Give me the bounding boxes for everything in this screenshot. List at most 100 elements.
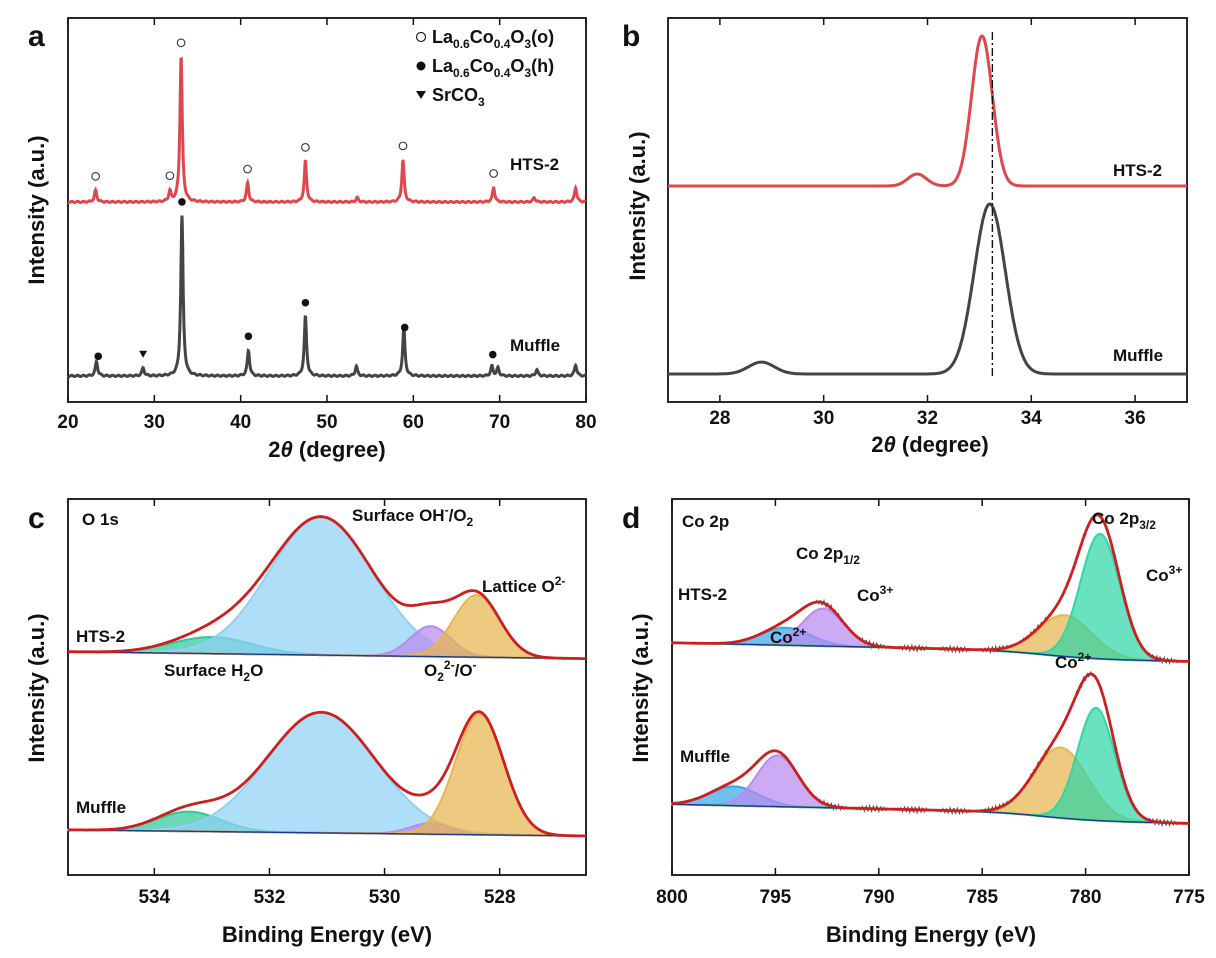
x-tick-label: 28 [709, 408, 730, 429]
legend-entry-orthorhombic: La0.6Co0.4O3(o) [415, 27, 554, 51]
legend-label-o: La0.6Co0.4O3(o) [432, 27, 554, 51]
panel-a-plot [67, 38, 587, 379]
panel-c-y-label: Intensity (a.u.) [24, 613, 49, 762]
panel-d-anno-co3-left: Co3+ [857, 583, 893, 605]
x-tick-label: 800 [656, 887, 688, 908]
panel-d-label-muffle: Muffle [680, 747, 730, 766]
x-tick-label: 80 [575, 412, 596, 433]
panel-a-label-hts2: HTS-2 [510, 155, 559, 174]
panel-c-label-hts2: HTS-2 [76, 627, 125, 646]
phase-marker-open-circle [243, 164, 252, 174]
x-tick-label: 528 [484, 887, 516, 908]
panel-d-y-label: Intensity (a.u.) [628, 613, 653, 762]
xrd-zoom-line-muffle [668, 202, 1187, 376]
panel-b-y-label: Intensity (a.u.) [625, 131, 650, 280]
legend-filled-circle-icon [416, 61, 426, 71]
panel-c-anno-o2-o: O22-/O- [424, 658, 477, 684]
legend-label-h: La0.6Co0.4O3(h) [432, 56, 554, 80]
panel-c-frame [67, 498, 587, 876]
x-tick-label: 785 [966, 887, 998, 908]
phase-marker-triangle [139, 350, 148, 358]
panel-c-anno-surface-h2o: Surface H2O [164, 661, 263, 684]
phase-marker-filled-circle [488, 350, 497, 359]
legend-triangle-icon [416, 91, 426, 99]
panel-c-anno-surface-oh: Surface OH-/O2 [352, 503, 474, 529]
panel-b-x-ticks: 28 30 32 34 36 [709, 18, 1146, 429]
phase-marker-open-circle [91, 172, 100, 181]
panel-d-anno-co2p12: Co 2p1/2 [796, 544, 860, 567]
xps-baseline [68, 829, 586, 837]
panel-a-legend: La0.6Co0.4O3(o) La0.6Co0.4O3(h) SrCO3 [415, 27, 554, 109]
phase-marker-filled-circle [301, 298, 310, 307]
legend-open-circle-icon [415, 31, 427, 43]
panel-d-spectrum-label: Co 2p [682, 512, 729, 531]
x-tick-label: 32 [917, 408, 938, 429]
xps-envelope-hts-2 [68, 515, 586, 660]
phase-marker-filled-circle [178, 198, 186, 206]
legend-label-srco3: SrCO3 [432, 85, 485, 109]
x-tick-label: 780 [1070, 887, 1102, 908]
panel-a-x-label: 2θ (degree) [268, 437, 385, 462]
panel-b-x-label: 2θ (degree) [871, 432, 988, 457]
panel-d-plot [671, 513, 1190, 828]
panel-d-anno-co2p32: Co 2p3/2 [1092, 509, 1156, 532]
xrd-line-hts-2 [67, 56, 587, 205]
x-tick-label: 70 [489, 412, 510, 433]
panel-d-x-label: Binding Energy (eV) [826, 922, 1036, 947]
panel-d-letter: d [622, 502, 640, 535]
panel-b-plot [668, 32, 1187, 376]
phase-marker-open-circle [489, 169, 498, 178]
panel-b-label-hts2: HTS-2 [1113, 161, 1162, 180]
panel-c-spectrum-label: O 1s [82, 510, 119, 529]
panel-a-label-muffle: Muffle [510, 336, 560, 355]
panel-a: a 20 30 40 50 60 70 80 2θ (degree) Intensity (… [24, 17, 597, 462]
x-tick-label: 790 [863, 887, 895, 908]
x-tick-label: 60 [403, 412, 424, 433]
x-tick-label: 775 [1173, 887, 1205, 908]
x-tick-label: 36 [1125, 408, 1146, 429]
panel-c-anno-lattice-o: Lattice O2- [482, 574, 565, 596]
x-tick-label: 34 [1021, 408, 1043, 429]
panel-b-letter: b [622, 20, 640, 53]
phase-marker-open-circle [398, 141, 408, 151]
panel-c-x-ticks: 534 532 530 528 [138, 499, 516, 908]
x-tick-label: 534 [138, 887, 170, 908]
panel-c-label-muffle: Muffle [76, 798, 126, 817]
panel-b-frame [667, 17, 1188, 403]
panel-d-anno-co3-right: Co3+ [1146, 563, 1182, 585]
panel-d: d 800 795 790 785 780 775 Binding Energy (eV)… [622, 498, 1205, 947]
panel-b-label-muffle: Muffle [1113, 346, 1163, 365]
phase-marker-filled-circle [94, 352, 103, 361]
x-tick-label: 532 [254, 887, 286, 908]
panel-c: c 534 532 530 528 Binding Energy (eV) Inten… [24, 498, 587, 947]
xps-envelope-muffle [671, 672, 1189, 825]
x-tick-label: 795 [760, 887, 792, 908]
phase-marker-open-circle [301, 143, 310, 152]
panel-c-x-label: Binding Energy (eV) [222, 922, 432, 947]
panel-d-frame [671, 498, 1190, 876]
xps-envelope-hts-2 [671, 513, 1190, 663]
xps-envelope-muffle [68, 710, 586, 838]
panel-a-y-label: Intensity (a.u.) [24, 135, 49, 284]
panel-a-x-ticks: 20 30 40 50 60 70 80 [57, 18, 597, 433]
panel-a-letter: a [28, 20, 45, 53]
phase-marker-open-circle [165, 171, 175, 181]
phase-marker-open-circle [176, 38, 186, 48]
x-tick-label: 40 [230, 412, 251, 433]
legend-entry-hexagonal: La0.6Co0.4O3(h) [416, 56, 554, 80]
legend-entry-srco3: SrCO3 [416, 85, 485, 109]
phase-marker-filled-circle [400, 323, 409, 332]
x-tick-label: 30 [144, 412, 165, 433]
panel-d-anno-co2-right: Co2+ [1055, 650, 1091, 672]
xps-baseline [68, 651, 586, 660]
panel-d-x-ticks: 800 795 790 785 780 775 [656, 499, 1205, 908]
panel-b: b 28 30 32 34 36 2θ (degree) Intensity (a.u.… [622, 17, 1188, 457]
x-tick-label: 30 [813, 408, 834, 429]
x-tick-label: 50 [316, 412, 337, 433]
panel-d-label-hts2: HTS-2 [678, 585, 727, 604]
panel-c-plot [67, 515, 586, 838]
panel-c-letter: c [28, 502, 45, 535]
x-tick-label: 530 [369, 887, 401, 908]
xrd-line-muffle [67, 215, 587, 379]
